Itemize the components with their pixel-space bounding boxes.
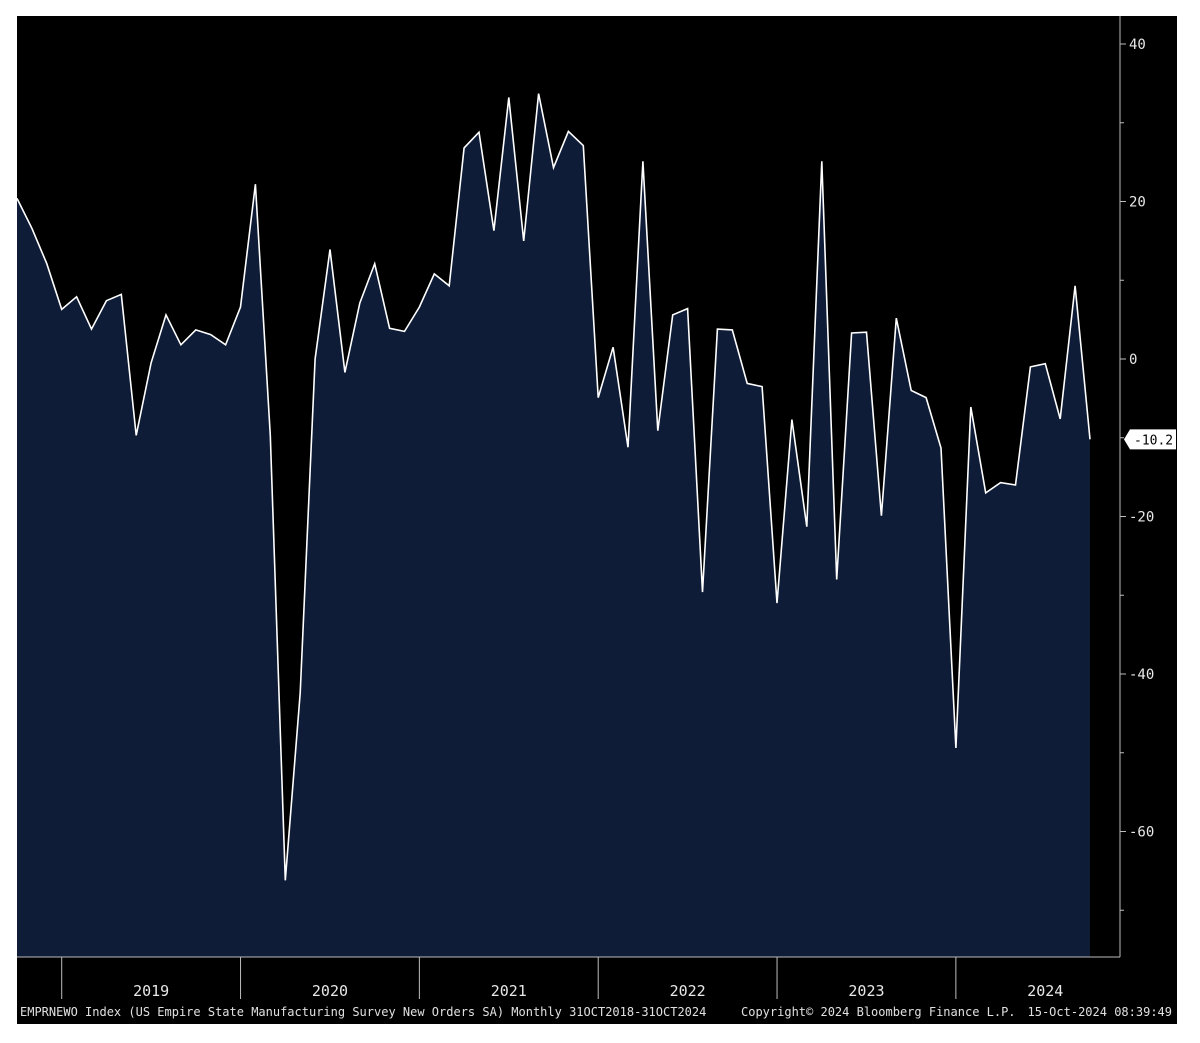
data-point (1074, 285, 1076, 287)
data-point (329, 249, 331, 251)
footer-ticker-info: EMPRNEWO Index (US Empire State Manufact… (20, 1005, 706, 1019)
data-point (404, 330, 406, 332)
data-point (642, 160, 644, 162)
data-point (910, 390, 912, 392)
data-point (478, 131, 480, 133)
x-tick-label: 2023 (848, 982, 884, 1000)
data-point (925, 397, 927, 399)
data-point (970, 406, 972, 408)
data-point (1089, 438, 1091, 440)
data-point (448, 285, 450, 287)
data-point (225, 344, 227, 346)
data-point (359, 302, 361, 304)
data-point (1015, 484, 1017, 486)
data-point (880, 515, 882, 517)
data-point (657, 430, 659, 432)
y-axis-ticks: 40 20 0 -20 -40 -60 (1120, 37, 1154, 911)
data-point (821, 160, 823, 162)
data-point (135, 434, 137, 436)
y-tick-label: 20 (1129, 195, 1146, 211)
y-tick-label: 0 (1129, 352, 1137, 368)
data-point (1000, 482, 1002, 484)
y-tick-label: -40 (1129, 667, 1154, 683)
data-point (1044, 363, 1046, 365)
footer: EMPRNEWO Index (US Empire State Manufact… (20, 1005, 1172, 1019)
data-point (254, 183, 256, 185)
data-point (612, 346, 614, 348)
data-point (731, 329, 733, 331)
x-tick-label: 2021 (491, 982, 527, 1000)
data-point (851, 332, 853, 334)
data-point (374, 263, 376, 265)
series-line (16, 93, 1091, 881)
data-point (1029, 366, 1031, 368)
data-point (627, 446, 629, 448)
data-point (299, 692, 301, 694)
data-point (582, 145, 584, 147)
data-point (672, 314, 674, 316)
data-point (940, 447, 942, 449)
data-point (463, 147, 465, 149)
data-point (836, 579, 838, 581)
x-tick-label: 2024 (1027, 982, 1063, 1000)
data-point (31, 227, 33, 229)
data-point (105, 300, 107, 302)
area-fill (17, 93, 1090, 958)
data-point (895, 317, 897, 319)
data-point (284, 879, 286, 881)
data-point (433, 273, 435, 275)
data-point (567, 130, 569, 132)
x-tick-label: 2019 (133, 982, 169, 1000)
data-point (806, 526, 808, 528)
last-value-box (1124, 429, 1176, 450)
data-point (523, 240, 525, 242)
data-point (61, 308, 63, 310)
data-point (120, 293, 122, 295)
data-point (389, 327, 391, 329)
x-tick-label: 2020 (312, 982, 348, 1000)
data-point (314, 358, 316, 360)
data-point (1059, 418, 1061, 420)
data-point (791, 419, 793, 421)
footer-copyright: Copyright© 2024 Bloomberg Finance L.P. (741, 1005, 1016, 1019)
data-point (985, 492, 987, 494)
y-tick-label: -60 (1129, 825, 1154, 841)
x-axis-ticks: 2019 2020 2021 2022 2023 2024 (61, 957, 1063, 1000)
data-point (553, 167, 555, 169)
x-tick-label: 2022 (670, 982, 706, 1000)
data-point (344, 371, 346, 373)
plot-area (16, 93, 1091, 958)
data-point (493, 230, 495, 232)
data-point (180, 344, 182, 346)
data-point (46, 263, 48, 265)
data-point (955, 747, 957, 749)
data-point (702, 591, 704, 593)
data-point (508, 97, 510, 99)
y-tick-label: -20 (1129, 510, 1154, 526)
data-point (150, 362, 152, 364)
data-point (195, 329, 197, 331)
data-point (16, 197, 18, 199)
last-value-tag: -10.2 (1124, 429, 1176, 450)
data-point (165, 314, 167, 316)
data-point (687, 308, 689, 310)
data-point (210, 334, 212, 336)
data-point (418, 306, 420, 308)
footer-timestamp: 15-Oct-2024 08:39:49 (1028, 1005, 1173, 1019)
data-point (761, 386, 763, 388)
data-point (538, 93, 540, 95)
data-point (91, 328, 93, 330)
data-point (240, 306, 242, 308)
data-point (746, 382, 748, 384)
data-point (866, 331, 868, 333)
data-point (269, 434, 271, 436)
data-point (597, 397, 599, 399)
data-point (716, 328, 718, 330)
y-tick-label: 40 (1129, 37, 1146, 53)
last-value-label: -10.2 (1134, 433, 1173, 448)
data-point (76, 296, 78, 298)
data-point (776, 602, 778, 604)
